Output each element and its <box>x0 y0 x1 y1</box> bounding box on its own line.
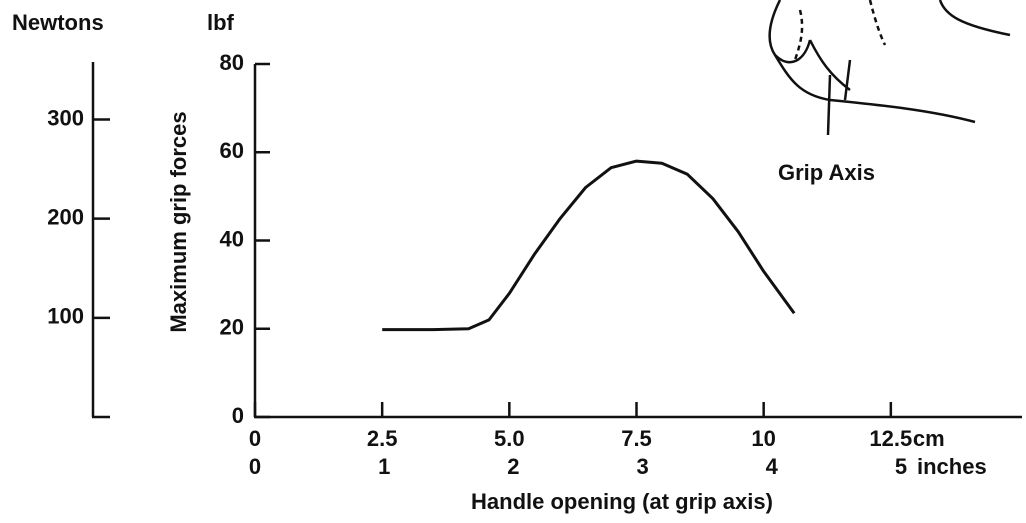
y2-unit: Newtons <box>12 10 104 35</box>
y2-tick-label: 100 <box>47 304 84 329</box>
y-tick-label: 40 <box>220 226 244 251</box>
annotation: Grip Axis <box>778 160 875 185</box>
x-tick-label: 2.5 <box>367 426 398 451</box>
x-tick-label: 5.0 <box>494 426 525 451</box>
x-title: Handle opening (at grip axis) <box>471 489 773 514</box>
y-tick-label: 60 <box>220 138 244 163</box>
x2-tick-label: 2 <box>507 454 519 479</box>
y-tick-label: 80 <box>220 50 244 75</box>
y-unit: lbf <box>207 10 235 35</box>
x2-tick-label: 3 <box>636 454 648 479</box>
x-tick-label: 0 <box>249 426 261 451</box>
y-title: Maximum grip forces <box>166 111 191 332</box>
x-tick-label: 7.5 <box>621 426 652 451</box>
hand-illustration <box>768 0 1011 136</box>
x-unit: cm <box>913 426 945 451</box>
x2-tick-label: 1 <box>378 454 390 479</box>
y2-tick-label: 300 <box>47 105 84 130</box>
x2-unit: inches <box>917 454 987 479</box>
x2-tick-label: 4 <box>766 454 779 479</box>
x-tick-label: 10 <box>751 426 775 451</box>
y-tick-label: 20 <box>220 315 244 340</box>
y2-tick-label: 200 <box>47 204 84 229</box>
x2-tick-label: 5 <box>895 454 907 479</box>
data-line <box>382 159 796 332</box>
x-tick-label: 12.5 <box>869 426 912 451</box>
y-tick-label: 0 <box>232 403 244 428</box>
x2-tick-label: 0 <box>249 454 261 479</box>
